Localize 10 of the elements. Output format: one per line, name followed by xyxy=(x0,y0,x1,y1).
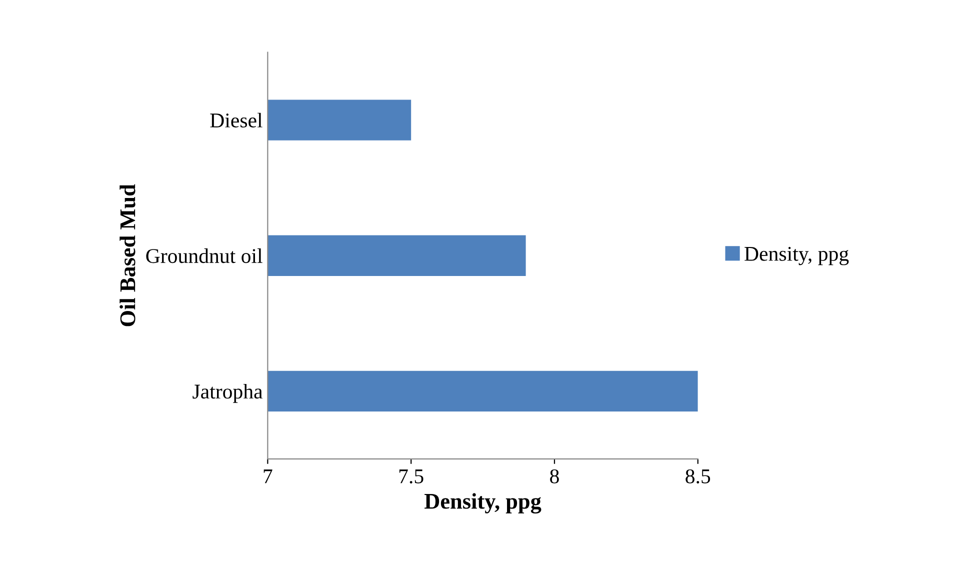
legend-label: Density, ppg xyxy=(744,246,849,266)
x-axis-title: Density, ppg xyxy=(424,493,542,514)
x-tick-label: 7.5 xyxy=(399,470,424,484)
y-axis-title: Oil Based Mud xyxy=(120,184,136,326)
x-tick-label: 8 xyxy=(550,469,559,484)
x-tick-label: 8.5 xyxy=(686,469,710,484)
y-tick-label: Jatropha xyxy=(192,384,263,403)
y-tick-label: Diesel xyxy=(210,112,262,128)
x-tick-label: 7 xyxy=(264,470,272,484)
y-tick-label: Groundnut oil xyxy=(146,248,262,264)
